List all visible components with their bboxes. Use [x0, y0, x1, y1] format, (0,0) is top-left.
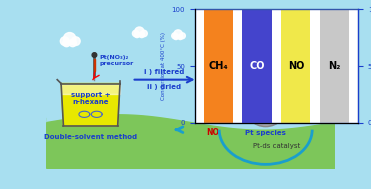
Circle shape	[69, 39, 76, 47]
Circle shape	[241, 27, 247, 32]
Y-axis label: Conversion at 400°C (%): Conversion at 400°C (%)	[161, 32, 166, 100]
Bar	[204, 9, 233, 123]
Circle shape	[286, 33, 294, 41]
Circle shape	[72, 37, 80, 46]
Circle shape	[60, 37, 69, 46]
Circle shape	[294, 36, 301, 42]
Circle shape	[236, 24, 244, 32]
Bar	[281, 9, 311, 123]
Text: iii) calcined: iii) calcined	[202, 69, 247, 75]
Text: iv) spread: iv) spread	[204, 84, 245, 90]
Bar	[320, 9, 349, 123]
Text: i ) filtered: i ) filtered	[144, 69, 184, 75]
Circle shape	[234, 27, 240, 32]
Circle shape	[296, 33, 303, 41]
Bar	[46, 23, 334, 122]
Bar	[61, 84, 120, 94]
Text: CO: CO	[249, 61, 265, 71]
Circle shape	[180, 33, 186, 39]
Polygon shape	[61, 84, 120, 126]
Text: support +
n-hexane: support + n-hexane	[71, 92, 110, 105]
Text: ii ) dried: ii ) dried	[147, 84, 181, 90]
Circle shape	[178, 35, 183, 40]
Circle shape	[244, 84, 288, 127]
Text: N₂
H₂O
CO₂: N₂ H₂O CO₂	[301, 87, 319, 123]
Text: Double-solvent method: Double-solvent method	[44, 134, 137, 139]
Bar	[242, 9, 272, 123]
Circle shape	[289, 30, 300, 41]
Circle shape	[135, 27, 144, 36]
Circle shape	[240, 29, 244, 33]
Bar	[93, 59, 95, 71]
Text: Pt(NO₃)₂
precursor: Pt(NO₃)₂ precursor	[99, 55, 133, 66]
Circle shape	[173, 35, 178, 40]
Text: NO: NO	[288, 61, 304, 71]
Circle shape	[174, 30, 183, 38]
Text: Pt species: Pt species	[245, 130, 286, 136]
Circle shape	[246, 85, 286, 125]
Text: CH₄
CO
NO: CH₄ CO NO	[205, 103, 221, 137]
Circle shape	[141, 30, 147, 37]
Bar	[46, 118, 334, 168]
Circle shape	[132, 30, 139, 37]
Text: N₂: N₂	[328, 61, 341, 71]
Circle shape	[288, 36, 295, 42]
Circle shape	[63, 39, 70, 47]
Circle shape	[139, 32, 144, 38]
Circle shape	[236, 29, 240, 33]
Circle shape	[63, 33, 76, 45]
Text: Pt-ds catalyst: Pt-ds catalyst	[253, 143, 300, 149]
Circle shape	[134, 32, 140, 38]
Circle shape	[172, 33, 178, 39]
Text: CH₄: CH₄	[208, 61, 228, 71]
Circle shape	[92, 53, 97, 57]
